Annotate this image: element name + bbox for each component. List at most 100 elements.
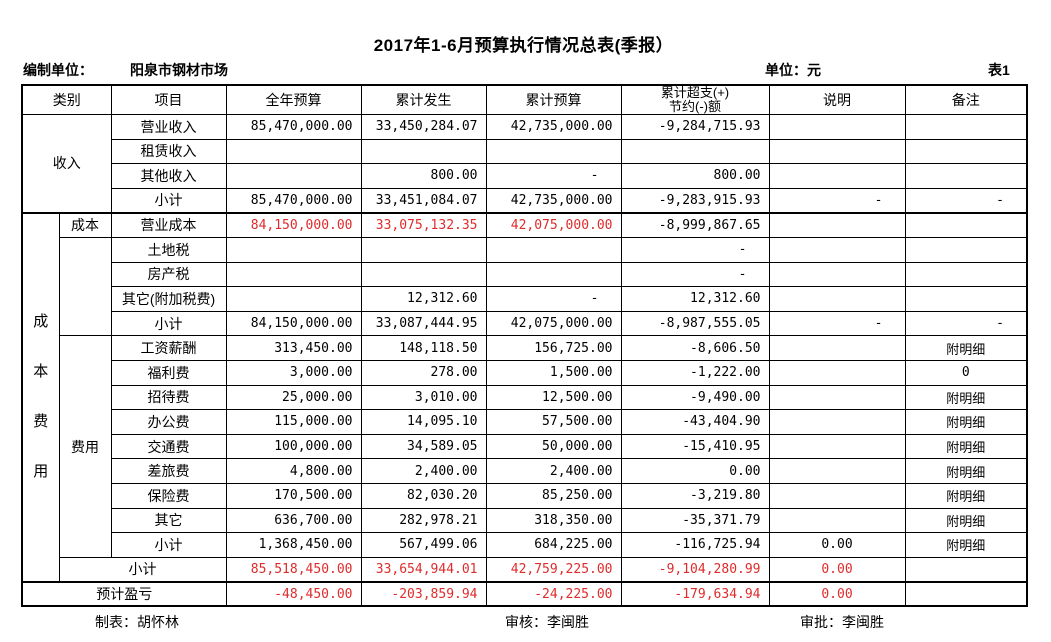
value-cell (360, 236, 487, 263)
table-row: 租赁收入 (22, 138, 1028, 165)
value-cell: 1,368,450.00 (225, 532, 362, 558)
value-cell: 附明细 (904, 532, 1028, 558)
item-label: 预计盈亏 (21, 581, 227, 607)
value-cell (485, 138, 622, 165)
value-cell: -179,634.94 (620, 581, 770, 607)
table-row: 房产税 - (22, 261, 1028, 288)
table-row: 小计 1,368,450.00 567,499.06 684,225.00 -116,7… (22, 532, 1028, 558)
value-cell: 50,000.00 (485, 433, 622, 460)
value-cell (620, 138, 770, 165)
value-cell: 3,010.00 (360, 384, 487, 411)
item-label: 保险费 (110, 482, 227, 509)
value-cell (904, 114, 1028, 140)
value-cell (768, 335, 906, 361)
value-cell: 57,500.00 (485, 409, 622, 435)
value-cell: 684,225.00 (485, 532, 622, 558)
table-row: 交通费 100,000.00 34,589.05 50,000.00 -15,410.9… (22, 433, 1028, 460)
item-label: 小计 (110, 187, 227, 214)
header-accumulated-budget: 累计预算 (485, 84, 622, 115)
value-cell: -203,859.94 (360, 581, 487, 607)
value-cell: 2,400.00 (360, 458, 487, 484)
approver-signature: 审批：李闽胜 (800, 614, 884, 630)
value-cell: 318,350.00 (485, 507, 622, 534)
value-cell: - (904, 187, 1028, 214)
report-title: 2017年1-6月预算执行情况总表(季报） (373, 36, 674, 55)
value-cell: 附明细 (904, 507, 1028, 534)
value-cell (768, 286, 906, 312)
value-cell (225, 138, 362, 165)
value-cell: 0.00 (768, 556, 906, 583)
category-expense: 费用 (58, 335, 112, 558)
table-row: 其它(附加税费) 12,312.60-12,312.60 (22, 286, 1028, 312)
value-cell: 附明细 (904, 458, 1028, 484)
table-row: 保险费 170,500.00 82,030.20 85,250.00 -3,219.80… (22, 482, 1028, 509)
value-cell: - (620, 236, 770, 263)
value-cell: -9,284,715.93 (620, 114, 770, 140)
value-cell: 85,518,450.00 (225, 556, 362, 583)
value-cell: -9,104,280.99 (620, 556, 770, 583)
value-cell: 0.00 (768, 532, 906, 558)
value-cell: -8,987,555.05 (620, 310, 770, 337)
value-cell: -8,606.50 (620, 335, 770, 361)
value-cell: -116,725.94 (620, 532, 770, 558)
value-cell: 12,500.00 (485, 384, 622, 411)
table-row: 小计 85,470,000.00 33,451,084.07 42,735,000.0… (22, 187, 1028, 214)
header-note: 说明 (768, 84, 906, 115)
item-label: 福利费 (110, 359, 227, 386)
table-row: 收入 营业收入 85,470,000.00 33,450,284.07 42,735,0… (21, 113, 1028, 214)
unit-label: 单位：元 (765, 62, 821, 78)
value-cell: - (485, 163, 622, 189)
value-cell: 附明细 (904, 335, 1028, 361)
value-cell (768, 409, 906, 435)
category-cost-expense: 成 本 费 用 (21, 212, 60, 583)
value-cell: 115,000.00 (225, 409, 362, 435)
value-cell: 800.00 (620, 163, 770, 189)
value-cell: 33,654,944.01 (360, 556, 487, 583)
value-cell: 附明细 (904, 433, 1028, 460)
header-item: 项目 (110, 84, 227, 115)
value-cell: - (768, 310, 906, 337)
value-cell (768, 359, 906, 386)
value-cell: 33,075,132.35 (360, 212, 487, 238)
table-row: 福利费 3,000.00 278.00 1,500.00 -1,222.00 0 (22, 359, 1028, 386)
item-label: 小计 (58, 556, 227, 583)
value-cell (225, 163, 362, 189)
item-label: 营业收入 (110, 114, 227, 140)
value-cell (768, 261, 906, 288)
table-row: 招待费 25,000.00 3,010.00 12,500.00 -9,490.00 附明… (22, 384, 1028, 411)
value-cell (768, 114, 906, 140)
table-row: 小计 85,518,450.00 33,654,944.01 42,759,225.0… (22, 556, 1028, 583)
preparer-signature: 制表：胡怀林 (95, 614, 179, 630)
value-cell: 1,500.00 (485, 359, 622, 386)
value-cell: - (768, 187, 906, 214)
value-cell: 278.00 (360, 359, 487, 386)
value-cell (768, 236, 906, 263)
value-cell (768, 384, 906, 411)
value-cell: 33,450,284.07 (360, 114, 487, 140)
value-cell: 85,470,000.00 (225, 187, 362, 214)
value-cell: 42,759,225.00 (485, 556, 622, 583)
item-label: 土地税 (110, 236, 227, 263)
value-cell: 148,118.50 (360, 335, 487, 361)
value-cell: 156,725.00 (485, 335, 622, 361)
value-cell: -8,999,867.65 (620, 212, 770, 238)
prepared-by-value: 阳泉市钢材市场 (130, 62, 228, 78)
table-row: 差旅费 4,800.00 2,400.00 2,400.00 0.00 附明细 (22, 458, 1028, 484)
value-cell (904, 556, 1028, 583)
value-cell: 0 (904, 359, 1028, 386)
item-label: 小计 (110, 310, 227, 337)
value-cell: -9,283,915.93 (620, 187, 770, 214)
value-cell (768, 433, 906, 460)
value-cell: -24,225.00 (485, 581, 622, 607)
item-label: 其它 (110, 507, 227, 534)
value-cell: -3,219.80 (620, 482, 770, 509)
value-cell: 84,150,000.00 (225, 212, 362, 238)
value-cell: 33,087,444.95 (360, 310, 487, 337)
value-cell (904, 581, 1028, 607)
item-label: 小计 (110, 532, 227, 558)
value-cell: 附明细 (904, 482, 1028, 509)
header-annual-budget: 全年预算 (225, 84, 362, 115)
value-cell: 567,499.06 (360, 532, 487, 558)
value-cell (485, 261, 622, 288)
value-cell: 42,075,000.00 (485, 310, 622, 337)
